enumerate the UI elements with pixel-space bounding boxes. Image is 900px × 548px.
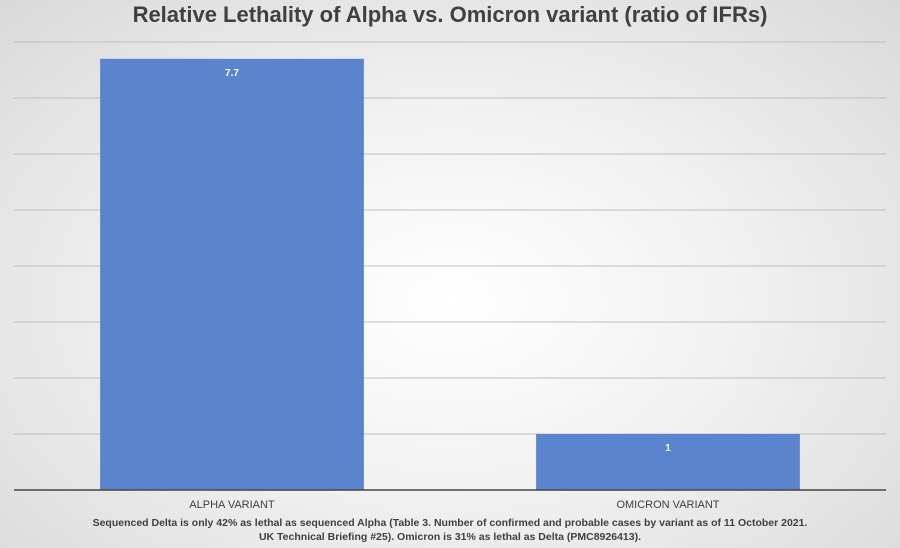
footnote: Sequenced Delta is only 42% as lethal as…	[0, 516, 900, 544]
category-label-2: OMICRON VARIANT	[616, 499, 719, 511]
footnote-line-1: Sequenced Delta is only 42% as lethal as…	[92, 517, 808, 529]
data-label-1: 7.7	[225, 68, 239, 79]
chart-title: Relative Lethality of Alpha vs. Omicron …	[132, 2, 768, 27]
bar-1	[100, 58, 364, 491]
category-labels: ALPHA VARIANT OMICRON VARIANT	[189, 499, 720, 511]
data-labels: 7.71	[225, 68, 671, 454]
footnote-line-2: UK Technical Briefing #25). Omicron is 3…	[258, 531, 642, 543]
bar-2	[536, 434, 800, 490]
data-label-2: 1	[665, 443, 671, 454]
bars	[100, 58, 800, 491]
category-label-1: ALPHA VARIANT	[189, 499, 275, 511]
